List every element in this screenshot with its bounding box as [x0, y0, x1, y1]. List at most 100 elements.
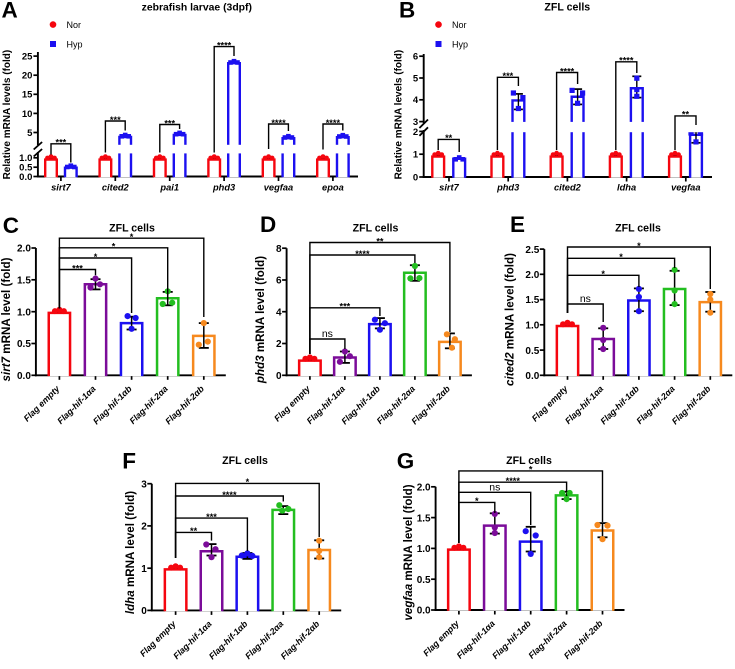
svg-text:Nor: Nor — [452, 20, 467, 30]
svg-text:Relative mRNA levels (fold): Relative mRNA levels (fold) — [2, 50, 13, 180]
svg-text:D: D — [260, 212, 276, 237]
svg-text:1.0: 1.0 — [525, 321, 539, 332]
svg-text:sirt7 mRNA level (fold): sirt7 mRNA level (fold) — [0, 257, 13, 381]
svg-text:15: 15 — [22, 90, 33, 101]
svg-text:ZFL cells: ZFL cells — [109, 222, 155, 234]
svg-text:B: B — [399, 0, 415, 23]
svg-text:2.0: 2.0 — [525, 270, 539, 281]
svg-text:ZFL cells: ZFL cells — [222, 455, 268, 467]
svg-text:****: **** — [619, 56, 634, 66]
svg-text:phd3 mRNA level (fold): phd3 mRNA level (fold) — [254, 256, 267, 384]
svg-text:10: 10 — [22, 109, 33, 120]
svg-text:****: **** — [326, 118, 341, 128]
svg-text:0.5: 0.5 — [17, 339, 31, 350]
svg-text:0.0: 0.0 — [17, 371, 31, 382]
svg-text:****: **** — [217, 40, 232, 50]
svg-text:5: 5 — [413, 73, 419, 84]
svg-text:phd3: phd3 — [212, 183, 236, 193]
svg-text:1.0: 1.0 — [417, 544, 431, 555]
svg-text:phd3: phd3 — [496, 183, 520, 193]
svg-text:****: **** — [355, 249, 370, 259]
svg-text:epoa: epoa — [322, 183, 344, 193]
svg-text:****: **** — [222, 490, 237, 500]
svg-text:****: **** — [560, 66, 575, 76]
svg-text:2.0: 2.0 — [417, 483, 431, 494]
svg-text:0.0: 0.0 — [417, 606, 431, 617]
svg-text:G: G — [397, 449, 415, 474]
svg-text:1.5: 1.5 — [17, 276, 31, 287]
svg-text:Hyp: Hyp — [67, 39, 83, 49]
svg-text:25: 25 — [22, 52, 33, 63]
svg-text:0: 0 — [413, 172, 418, 183]
svg-text:ZFL cells: ZFL cells — [506, 455, 552, 467]
svg-text:*: * — [637, 241, 641, 251]
svg-text:***: *** — [206, 512, 217, 522]
svg-text:4: 4 — [276, 307, 282, 318]
svg-text:1: 1 — [141, 564, 147, 575]
svg-text:cited2: cited2 — [554, 183, 582, 193]
svg-text:ns: ns — [489, 481, 500, 493]
svg-text:*: * — [112, 242, 116, 252]
svg-text:4: 4 — [413, 95, 419, 106]
svg-text:A: A — [2, 0, 18, 23]
svg-text:*: * — [619, 252, 623, 262]
svg-text:0.0: 0.0 — [525, 371, 539, 382]
svg-text:****: **** — [271, 118, 286, 128]
svg-text:F: F — [122, 449, 136, 474]
svg-text:20: 20 — [22, 71, 33, 82]
svg-text:ldha: ldha — [617, 183, 636, 193]
svg-text:1: 1 — [413, 150, 419, 161]
svg-text:sirt7: sirt7 — [439, 183, 459, 193]
svg-text:vegfaa mRNA level (fold): vegfaa mRNA level (fold) — [402, 484, 415, 620]
svg-text:Relative mRNA levels (fold): Relative mRNA levels (fold) — [394, 50, 405, 180]
svg-text:8: 8 — [276, 244, 282, 255]
svg-text:6: 6 — [413, 52, 418, 63]
svg-text:1.0: 1.0 — [17, 307, 31, 318]
svg-text:ns: ns — [322, 328, 333, 340]
svg-text:ZFL cells: ZFL cells — [353, 222, 399, 234]
svg-text:***: *** — [110, 115, 121, 125]
svg-text:Nor: Nor — [67, 20, 82, 30]
svg-text:*: * — [246, 477, 250, 487]
svg-text:0.5: 0.5 — [19, 163, 33, 174]
svg-text:2: 2 — [141, 522, 147, 533]
svg-text:**: ** — [682, 110, 690, 120]
svg-text:3: 3 — [141, 479, 147, 490]
svg-text:2: 2 — [413, 127, 418, 138]
svg-text:***: *** — [503, 71, 514, 81]
svg-text:0.5: 0.5 — [417, 575, 431, 586]
svg-text:vegfaa: vegfaa — [671, 183, 700, 193]
svg-text:1.0: 1.0 — [19, 153, 32, 164]
svg-text:1.5: 1.5 — [525, 295, 539, 306]
svg-text:C: C — [3, 213, 19, 238]
svg-text:0.5: 0.5 — [525, 346, 539, 357]
svg-text:zebrafish larvae (3dpf): zebrafish larvae (3dpf) — [142, 3, 252, 14]
svg-text:*: * — [601, 269, 605, 279]
svg-text:1.5: 1.5 — [417, 513, 431, 524]
svg-text:***: *** — [56, 138, 67, 148]
svg-text:vegfaa: vegfaa — [264, 183, 293, 193]
svg-text:5: 5 — [27, 128, 33, 139]
svg-text:6: 6 — [276, 276, 282, 287]
svg-text:ldha mRNA level (fold): ldha mRNA level (fold) — [124, 491, 137, 614]
svg-text:**: ** — [376, 236, 384, 246]
svg-text:*: * — [94, 252, 98, 262]
svg-text:2: 2 — [276, 339, 282, 350]
svg-text:2.5: 2.5 — [525, 245, 539, 256]
svg-text:***: *** — [164, 118, 175, 128]
svg-text:3: 3 — [413, 117, 418, 128]
svg-text:***: *** — [340, 302, 351, 312]
svg-text:2.0: 2.0 — [17, 244, 31, 255]
svg-text:sirt7: sirt7 — [51, 183, 71, 193]
svg-text:pai1: pai1 — [159, 183, 179, 193]
svg-text:cited2 mRNA level (fold): cited2 mRNA level (fold) — [504, 253, 517, 386]
svg-text:ZFL cells: ZFL cells — [544, 2, 590, 14]
svg-text:0: 0 — [141, 606, 147, 617]
svg-text:ns: ns — [580, 293, 591, 305]
svg-text:E: E — [510, 212, 525, 237]
svg-text:*: * — [475, 496, 479, 506]
svg-text:0: 0 — [276, 371, 282, 382]
svg-text:0.0: 0.0 — [19, 172, 32, 183]
svg-text:****: **** — [506, 476, 521, 486]
svg-text:cited2: cited2 — [102, 183, 130, 193]
